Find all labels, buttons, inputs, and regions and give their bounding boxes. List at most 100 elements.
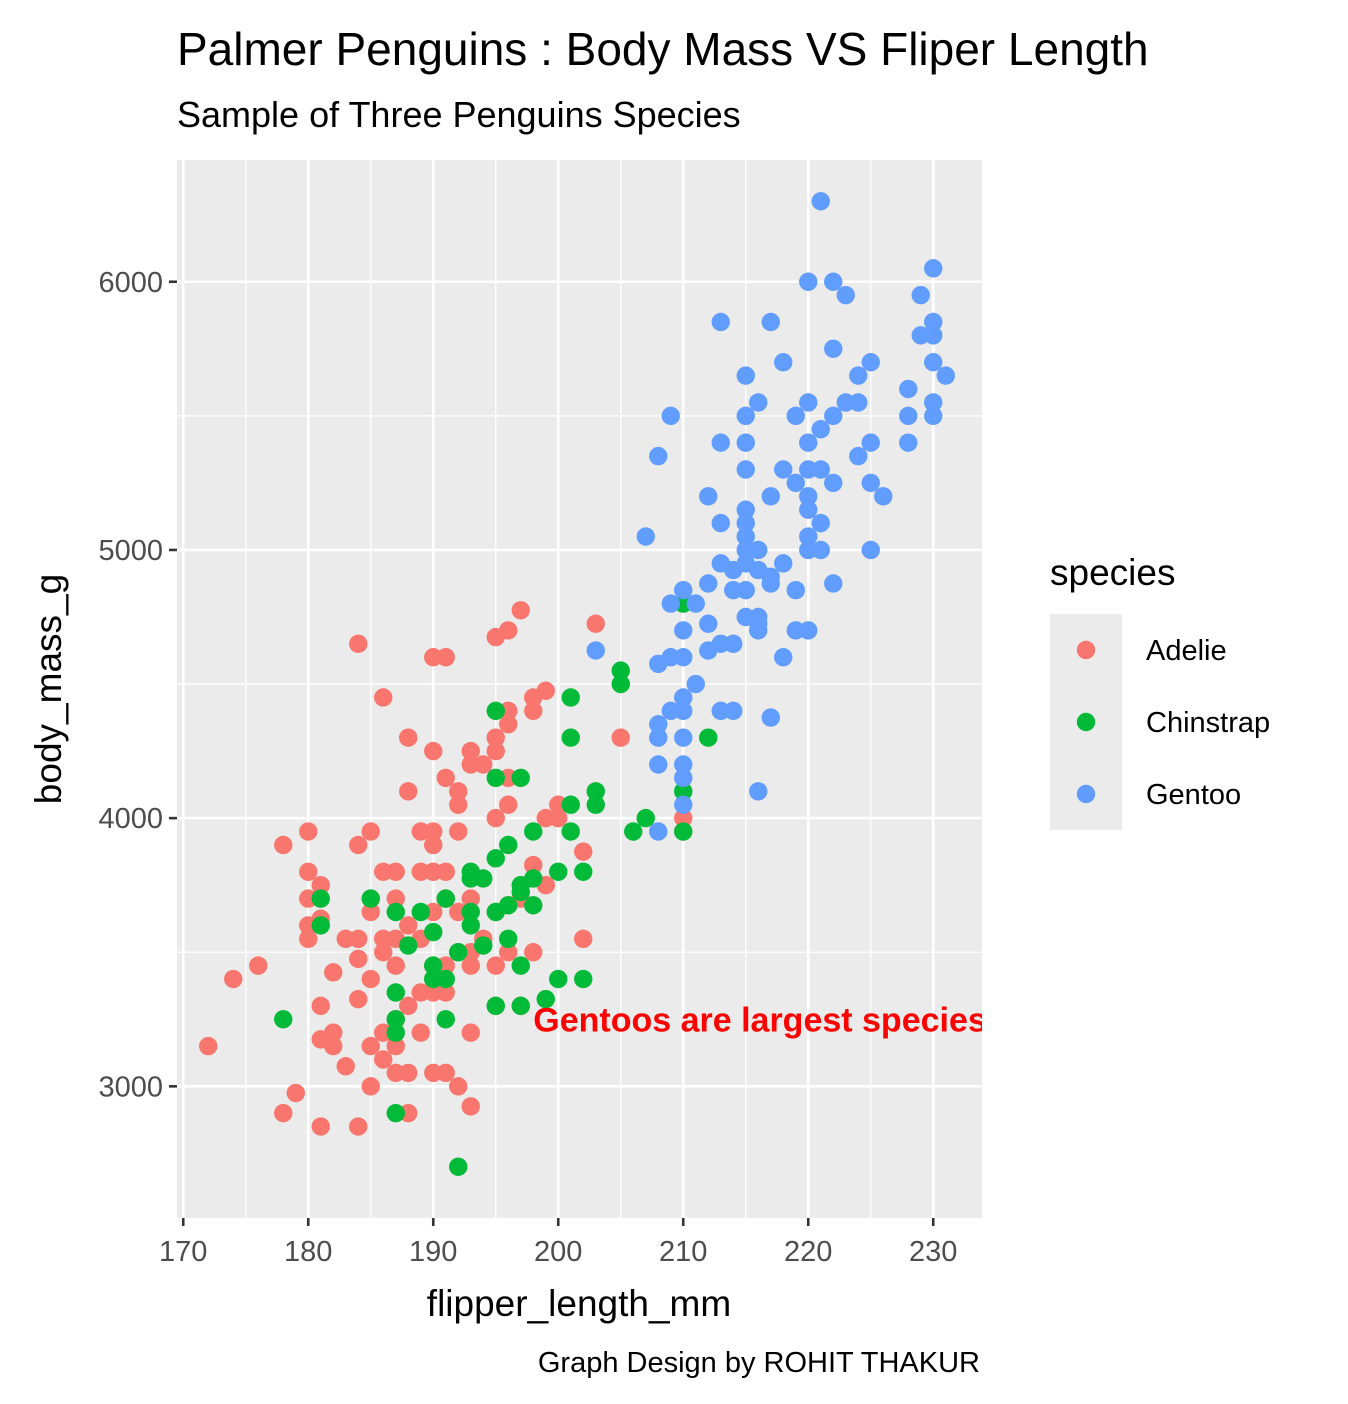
data-point-adelie [524,701,543,721]
data-point-adelie [274,1103,293,1123]
data-point-gentoo [924,406,943,426]
data-point-adelie [499,715,518,734]
data-point-gentoo [824,473,843,493]
data-point-gentoo [699,614,718,633]
legend-key-gentoo [1076,784,1096,804]
data-point-chinstrap [524,822,543,841]
data-point-gentoo [811,513,830,533]
data-point-adelie [424,741,443,761]
x-tick-label: 170 [159,1236,207,1268]
data-point-chinstrap [499,929,518,949]
data-point-gentoo [824,339,843,359]
data-point-adelie [224,969,243,989]
data-point-adelie [536,681,555,700]
data-point-gentoo [774,648,793,667]
legend-key-chinstrap [1076,712,1096,732]
data-point-chinstrap [449,943,468,962]
x-tick-label: 180 [284,1236,332,1268]
data-point-gentoo [799,527,818,546]
data-point-gentoo [799,433,818,452]
x-tick-label: 200 [534,1236,582,1268]
data-point-gentoo [699,487,718,506]
data-point-adelie [286,1083,305,1103]
data-point-gentoo [674,755,693,774]
data-point-adelie [461,1097,480,1116]
data-point-gentoo [774,353,793,372]
legend-label-chinstrap: Chinstrap [1146,707,1270,739]
data-point-gentoo [874,487,893,506]
data-point-adelie [399,782,418,801]
data-point-gentoo [861,473,880,493]
data-point-gentoo [936,366,955,385]
data-point-chinstrap [311,889,330,908]
data-points [199,192,955,1176]
data-point-chinstrap [524,869,543,888]
data-point-gentoo [649,822,668,841]
data-point-adelie [399,1063,418,1083]
data-point-gentoo [861,353,880,372]
data-point-chinstrap [399,936,418,955]
data-point-gentoo [674,795,693,814]
data-point-gentoo [674,648,693,667]
data-point-gentoo [799,272,818,291]
data-point-gentoo [649,715,668,734]
data-point-gentoo [636,527,655,546]
data-point-gentoo [761,708,780,727]
data-point-gentoo [736,406,755,426]
data-point-gentoo [761,312,780,332]
chart-subtitle: Sample of Three Penguins Species [177,94,741,135]
data-point-adelie [461,889,480,908]
data-point-adelie [374,943,393,962]
data-point-adelie [311,875,330,895]
data-point-gentoo [674,621,693,640]
y-tick-label: 3000 [98,1071,163,1103]
data-point-adelie [499,795,518,814]
data-point-adelie [586,614,605,633]
data-point-adelie [436,983,455,1002]
data-point-gentoo [736,433,755,452]
data-point-adelie [399,916,418,935]
data-point-adelie [386,889,405,908]
data-point-gentoo [736,460,755,479]
data-point-gentoo [686,674,705,694]
data-point-adelie [361,902,380,922]
legend-label-adelie: Adelie [1146,635,1227,667]
data-point-adelie [361,1077,380,1096]
data-point-gentoo [811,420,830,439]
data-point-chinstrap [311,916,330,935]
data-point-adelie [249,956,268,975]
data-point-adelie [374,1050,393,1069]
data-point-gentoo [799,621,818,640]
data-point-gentoo [811,540,830,560]
data-point-gentoo [811,460,830,479]
data-point-adelie [674,808,693,828]
x-axis: 170 180 190 200 210 220 230 [159,1218,957,1268]
minor-gridlines [177,160,982,1218]
data-point-adelie [424,822,443,841]
y-tick-label: 6000 [98,267,163,299]
data-point-chinstrap [486,768,505,788]
data-point-gentoo [924,326,943,345]
data-point-gentoo [736,500,755,519]
data-point-chinstrap [361,889,380,908]
data-point-gentoo [661,406,680,426]
data-point-chinstrap [436,889,455,908]
data-point-gentoo [674,580,693,600]
series-chinstrap [274,594,718,1176]
data-point-gentoo [924,312,943,332]
data-point-chinstrap [449,1157,468,1176]
plot-panel [177,160,982,1218]
data-point-adelie [436,862,455,881]
data-point-gentoo [799,393,818,412]
data-point-chinstrap [586,795,605,814]
data-point-adelie [436,768,455,788]
data-point-chinstrap [436,1010,455,1029]
data-point-adelie [511,601,530,620]
data-point-chinstrap [461,902,480,922]
data-point-gentoo [786,580,805,600]
data-point-adelie [361,822,380,841]
data-point-gentoo [836,285,855,305]
data-point-adelie [499,943,518,962]
data-point-adelie [436,1063,455,1083]
